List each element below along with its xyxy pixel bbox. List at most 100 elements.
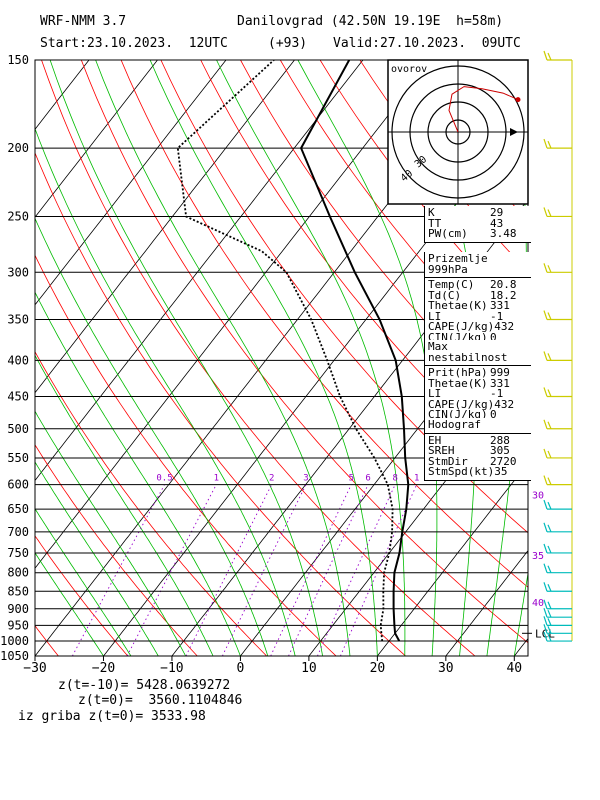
mixing-ratio-label: 8 <box>392 474 397 484</box>
panel-row: LI -1 <box>425 387 531 400</box>
temperature-tick-label: 0 <box>236 661 244 676</box>
panel-row-value: 432 <box>494 320 515 333</box>
hodograph-label: ovorov <box>391 64 427 75</box>
mixing-ratio-line <box>270 484 352 656</box>
moist-adiabat-line <box>35 354 214 656</box>
panel-row-value: 288 <box>490 433 510 447</box>
temperature-tick-label: 20 <box>370 661 386 676</box>
panel-row: CAPE(J/kg) 432 <box>425 320 531 333</box>
panel-row-value: 35 <box>494 465 508 478</box>
height-labels: 303540LCL <box>522 491 555 640</box>
wind-barb <box>543 263 572 273</box>
hodograph-end-point <box>515 97 521 103</box>
wind-barb <box>543 616 572 626</box>
panel-row-value: -1 <box>490 309 504 323</box>
height-label: 30 <box>532 491 544 502</box>
mixing-ratio-lines <box>72 484 418 656</box>
isotherm-line <box>35 60 364 482</box>
panel-row-key: CIN(J/kg) <box>428 408 488 421</box>
wind-barb <box>543 522 572 533</box>
panel-row-value: 43 <box>490 216 504 230</box>
panel-row: LI -1 <box>425 309 531 323</box>
mixing-ratio-line <box>316 484 396 656</box>
profiles <box>176 60 410 642</box>
wind-barb <box>543 351 572 362</box>
panel-row: SREH 305 <box>425 444 531 457</box>
panel-row: Thetae(K) 331 <box>425 376 531 390</box>
wind-barb <box>543 499 572 510</box>
pressure-tick-label: 800 <box>7 566 29 580</box>
panel-row: TT 43 <box>425 216 531 230</box>
panel-row-value: 29 <box>490 206 504 219</box>
pressure-axis: 150 200 250 300 350 400 450 500 550 600 650 700 750 8… <box>0 53 29 663</box>
wind-barb <box>543 624 572 634</box>
panel-row-key: PW(cm) <box>428 227 468 240</box>
wind-barb <box>543 310 572 321</box>
panel-row: K 29 <box>425 206 531 219</box>
pressure-tick-label: 150 <box>7 53 29 67</box>
panel-row-key: SREH <box>428 444 455 457</box>
pressure-tick-label: 450 <box>7 390 29 404</box>
panel-row: StmDir 2720 <box>425 454 531 468</box>
wind-barb <box>543 448 572 459</box>
temperature-tick-label: −20 <box>92 661 115 676</box>
valid-time-label: Valid:27.10.2023. 09UTC <box>333 36 521 51</box>
z-minus10-label: z(t=-10)= 5428.0639272 <box>58 678 231 693</box>
station-label: Danilovgrad (42.50N 19.19E h=58m) <box>237 14 504 29</box>
wind-barb <box>543 387 572 398</box>
wind-barb <box>543 138 572 149</box>
mixing-ratio-label: 6 <box>365 474 370 484</box>
wind-barb <box>543 582 572 592</box>
panel-row-value: 3.48 <box>490 227 517 240</box>
panel-row-key: CIN(J/kg) <box>428 330 488 344</box>
start-time-label: Start:23.10.2023. 12UTC <box>40 36 228 51</box>
mixing-ratio-line <box>221 484 307 656</box>
wind-barb <box>543 207 572 218</box>
surface-panel-title: Prizemlje 999hPa <box>425 252 531 278</box>
pressure-tick-label: 500 <box>7 422 29 436</box>
hodograf-panel: Hodograf EH 288 SREH 305 StmDir 2720 StmSpd(kt… <box>424 418 531 481</box>
wind-barb <box>543 607 572 618</box>
panel-row-value: 2720 <box>490 454 517 468</box>
wind-barbs <box>543 50 573 642</box>
z-grib-label: iz griba z(t=0)= 3533.98 <box>18 709 206 724</box>
dry-adiabat-line <box>160 60 528 534</box>
lead-time-label: (+93) <box>268 36 308 51</box>
panel-row-value: 999 <box>490 366 510 379</box>
panel-row: CAPE(J/kg) 432 <box>425 397 531 411</box>
panel-row-key: Td(C) <box>428 288 462 302</box>
panel-row: Temp(C) 20.8 <box>425 278 531 291</box>
hodograph-trace <box>448 86 521 133</box>
mixing-ratio-label: 5 <box>349 474 354 484</box>
isotherm-line <box>583 60 600 656</box>
wind-barb <box>543 543 572 554</box>
temperature-profile-line <box>299 60 410 642</box>
dry-adiabat-line <box>35 254 337 656</box>
panel-row-key: StmDir <box>428 454 468 468</box>
panel-row: CIN(J/kg) 0 <box>425 330 531 344</box>
pressure-tick-label: 1050 <box>0 649 29 663</box>
pressure-tick-label: 700 <box>7 525 29 539</box>
hodograf-title: Hodograf <box>425 418 531 434</box>
pressure-tick-label: 650 <box>7 502 29 516</box>
panel-row-key: Thetae(K) <box>428 376 488 390</box>
model-label: WRF-NMM 3.7 <box>40 14 127 29</box>
mixing-ratio-line <box>72 484 165 656</box>
temperature-axis: −30 −20 −10 0 10 20 30 40 <box>23 656 522 676</box>
max-instability-panel: Max nestabilnost Prit(hPa) 999 Thetae(K) 33… <box>424 340 531 424</box>
temperature-tick-label: −10 <box>160 661 183 676</box>
panel-row-key: Prit(hPa) <box>428 366 488 379</box>
mixing-ratio-line <box>288 484 369 656</box>
pressure-tick-label: 1000 <box>0 634 29 648</box>
wind-barb <box>543 475 572 486</box>
mixing-ratio-label: 0.5 <box>156 474 172 484</box>
wind-barb <box>543 50 572 61</box>
panel-row-value: -1 <box>490 387 504 400</box>
isotherm-line <box>171 198 528 656</box>
pressure-tick-label: 550 <box>7 451 29 465</box>
panel-row-key: CAPE(J/kg) <box>428 397 495 411</box>
temperature-tick-label: 40 <box>506 661 522 676</box>
panel-row-value: 20.8 <box>490 278 517 291</box>
